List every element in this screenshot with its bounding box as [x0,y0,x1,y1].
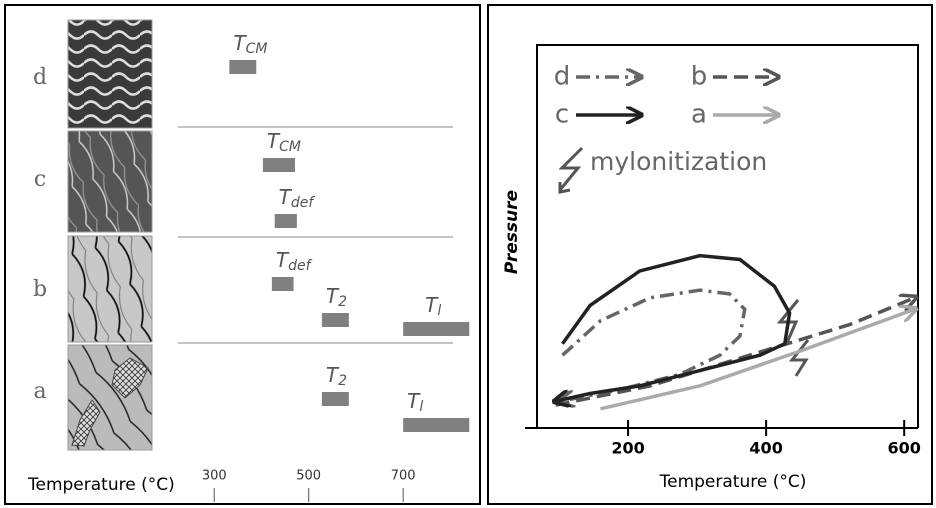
range-bar [272,277,294,291]
x-tick-label: 400 [749,439,782,458]
bar-label: TCM [267,129,301,156]
range-bar [275,214,297,228]
legend-label: d [554,62,571,92]
label-sub: def [291,195,316,211]
x-tick-label: 300 [202,469,227,484]
bar-label: TCM [233,31,267,58]
range-bar [322,392,349,406]
textures [68,20,152,450]
range-bar [322,313,349,327]
label-sub: l [437,303,441,319]
x-tick-label: 200 [611,439,644,458]
row-label: b [33,277,47,302]
legend-label: c [555,100,569,130]
x-tick-label: 700 [391,469,416,484]
y-axis-title: Pressure [502,190,522,274]
label-sub: 2 [338,294,347,310]
bar-label: Tl [425,293,441,320]
row-label: c [34,167,46,192]
x-axis-title: Temperature (°C) [27,475,175,495]
label-sub: CM [279,139,301,155]
x-tick-label: 500 [296,469,321,484]
label-sub: l [419,399,423,415]
bar-label: Tdef [276,248,313,275]
texture-d [68,20,152,128]
texture-b [68,236,152,342]
zigzag-icon [560,148,582,190]
legend-label: b [691,62,708,92]
mylonitization-icons [560,148,808,376]
row-label: d [33,65,47,90]
bar-label: Tl [407,389,423,416]
label-sub: CM [246,41,268,57]
figure: Temperature (°C) Temperature (°C) Pressu… [0,0,936,508]
range-bar [229,60,256,74]
pt-path [600,309,914,409]
range-bar [263,158,295,172]
range-bar [403,418,469,432]
x-axis-title: Temperature (°C) [659,472,807,492]
label-sub: def [288,258,313,274]
legend-label: a [691,100,707,130]
row-label: a [33,379,46,404]
bar-label: T2 [326,284,347,311]
plot-frame [537,45,918,428]
bar-label: T2 [326,363,347,390]
texture-c [68,131,152,232]
bar-label: Tdef [279,185,316,212]
range-bar [403,322,469,336]
zigzag-icon [792,340,808,376]
label-sub: 2 [338,373,347,389]
annotation: mylonitization [590,147,767,176]
row-separators [178,127,453,343]
x-tick-label: 600 [887,439,920,458]
